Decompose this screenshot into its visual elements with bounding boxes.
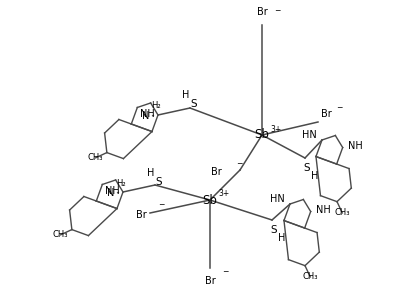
Text: CH₃: CH₃	[334, 209, 350, 218]
Text: S: S	[304, 163, 310, 173]
Text: CH₃: CH₃	[302, 272, 318, 281]
Text: Sb: Sb	[255, 128, 269, 142]
Text: Br: Br	[211, 167, 222, 177]
Text: H₂: H₂	[116, 179, 126, 188]
Text: Br: Br	[257, 7, 267, 17]
Text: NH: NH	[140, 110, 155, 119]
Text: −: −	[222, 267, 228, 276]
Text: N: N	[142, 111, 150, 121]
Text: 3+: 3+	[218, 189, 229, 198]
Text: HN: HN	[302, 130, 317, 140]
Text: H: H	[311, 171, 319, 181]
Text: H: H	[182, 90, 190, 100]
Text: −: −	[336, 104, 342, 113]
Text: NH: NH	[316, 204, 330, 215]
Text: S: S	[191, 99, 198, 109]
Text: −: −	[274, 6, 280, 15]
Text: HN: HN	[270, 194, 285, 204]
Text: CH₃: CH₃	[88, 153, 103, 162]
Text: Br: Br	[205, 276, 215, 286]
Text: NH: NH	[105, 186, 120, 197]
Text: NH: NH	[348, 141, 362, 151]
Text: −: −	[236, 160, 242, 168]
Text: H₂: H₂	[151, 102, 161, 110]
Text: S: S	[271, 225, 277, 235]
Text: Br: Br	[321, 109, 332, 119]
Text: Br: Br	[136, 210, 147, 220]
Text: S: S	[156, 177, 162, 187]
Text: 3+: 3+	[270, 124, 281, 133]
Text: H: H	[147, 168, 155, 178]
Text: −: −	[158, 200, 164, 209]
Text: Sb: Sb	[203, 193, 217, 206]
Text: H: H	[279, 233, 286, 243]
Text: CH₃: CH₃	[53, 230, 68, 239]
Text: N: N	[107, 188, 115, 198]
